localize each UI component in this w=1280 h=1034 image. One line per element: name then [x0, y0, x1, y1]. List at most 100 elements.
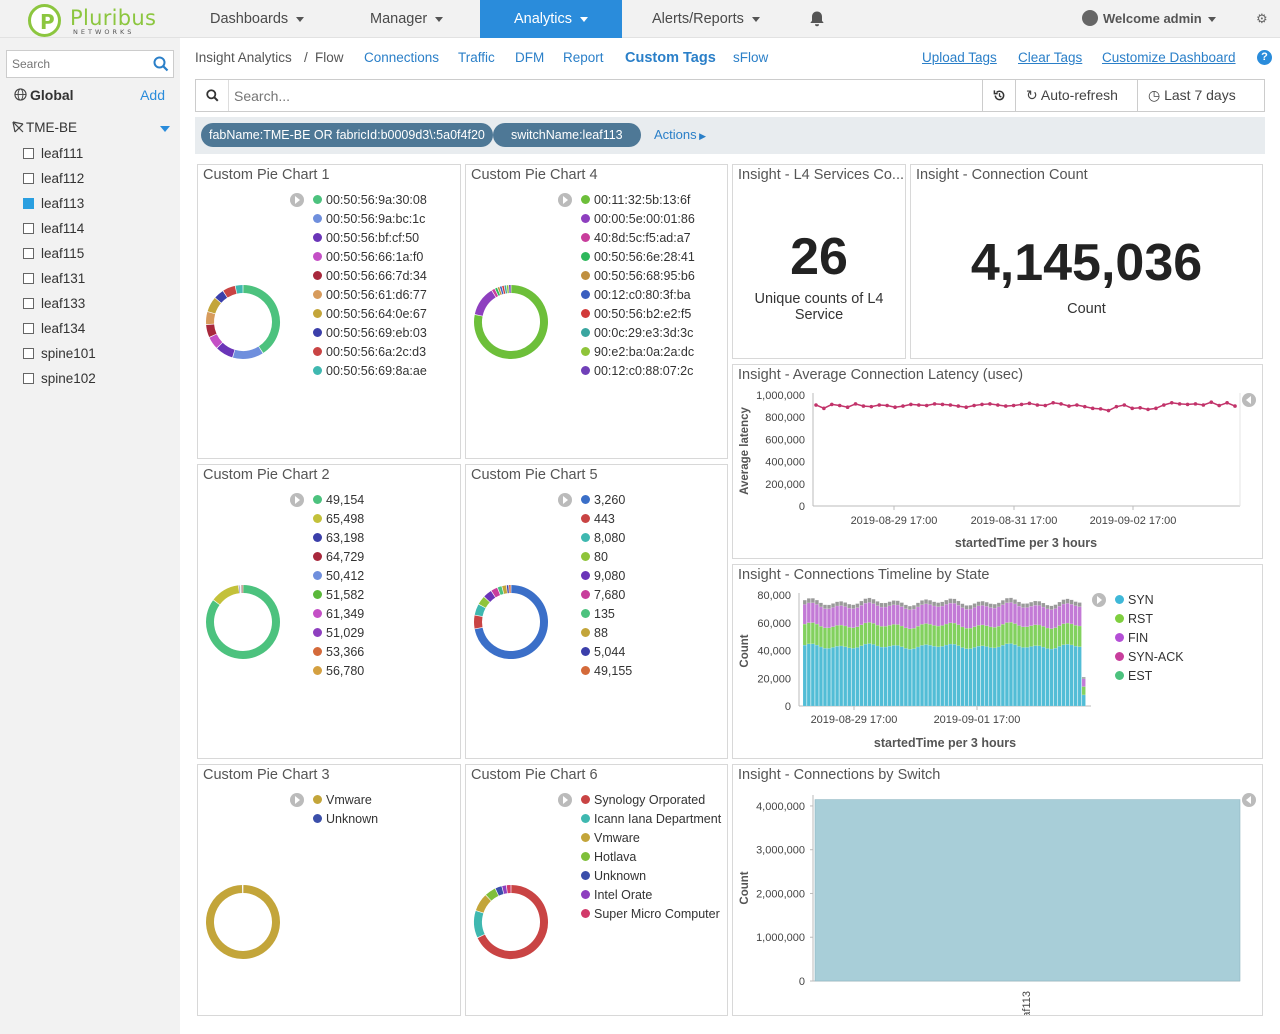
legend-item[interactable]: 00:12:c0:80:3f:ba — [581, 285, 695, 304]
legend-item[interactable]: 3,260 — [581, 490, 632, 509]
global-scope[interactable]: Global Add — [14, 87, 170, 103]
customize-dashboard-link[interactable]: Customize Dashboard — [1102, 50, 1236, 65]
switch-checkbox[interactable] — [23, 348, 34, 359]
legend-item[interactable]: EST — [1115, 666, 1184, 685]
switch-item-spine102[interactable]: spine102 — [23, 366, 96, 391]
legend-item[interactable]: 49,155 — [581, 661, 632, 680]
pie-slice[interactable] — [497, 586, 504, 595]
switch-item-spine101[interactable]: spine101 — [23, 341, 96, 366]
switch-checkbox[interactable] — [23, 148, 34, 159]
pie-slice[interactable] — [474, 585, 548, 659]
legend-item[interactable]: SYN-ACK — [1115, 647, 1184, 666]
legend-item[interactable]: 63,198 — [313, 528, 364, 547]
switch-checkbox[interactable] — [23, 373, 34, 384]
pie-slice[interactable] — [232, 346, 263, 359]
legend-item[interactable]: SYN — [1115, 590, 1184, 609]
pie-slice[interactable] — [206, 885, 280, 959]
tab-report[interactable]: Report — [563, 50, 604, 65]
pie-slice[interactable] — [485, 888, 499, 901]
pie-slice[interactable] — [495, 886, 504, 896]
settings-icon[interactable]: ⚙ — [1256, 11, 1268, 26]
legend-item[interactable]: Super Micro Computer — [581, 904, 721, 923]
legend-item[interactable]: 50,412 — [313, 566, 364, 585]
pie-slice[interactable] — [206, 324, 217, 338]
pie-slice[interactable] — [475, 895, 492, 913]
pie-slice[interactable] — [478, 596, 490, 608]
pie-slice[interactable] — [207, 298, 222, 314]
pie-slice[interactable] — [213, 585, 240, 605]
nav-analytics[interactable]: Analytics — [480, 0, 622, 38]
legend-item[interactable]: 00:50:56:b2:e2:f5 — [581, 304, 695, 323]
legend-item[interactable]: 00:50:56:6a:2c:d3 — [313, 342, 427, 361]
pie-slice[interactable] — [474, 910, 485, 938]
pluribus-logo[interactable]: P Pluribus NETWORKS — [28, 4, 156, 38]
legend-item[interactable]: Hotlava — [581, 847, 721, 866]
pie-slice[interactable] — [243, 285, 280, 353]
bell-icon[interactable] — [808, 10, 826, 28]
legend-item[interactable]: 00:50:56:bf:cf:50 — [313, 228, 427, 247]
legend-item[interactable]: 00:0c:29:e3:3d:3c — [581, 323, 695, 342]
legend-toggle-icon[interactable] — [290, 193, 304, 207]
switch-checkbox[interactable] — [23, 248, 34, 259]
legend-item[interactable]: 443 — [581, 509, 632, 528]
help-icon[interactable]: ? — [1257, 50, 1272, 65]
legend-item[interactable]: 64,729 — [313, 547, 364, 566]
pie-slice[interactable] — [215, 291, 228, 303]
time-range-button[interactable]: ◷ Last 7 days — [1137, 80, 1264, 111]
legend-toggle-icon[interactable] — [1092, 593, 1106, 607]
switch-checkbox[interactable] — [23, 198, 34, 209]
legend-item[interactable]: 88 — [581, 623, 632, 642]
legend-item[interactable]: Vmware — [581, 828, 721, 847]
legend-item[interactable]: 56,780 — [313, 661, 364, 680]
legend-item[interactable]: Unknown — [581, 866, 721, 885]
switch-item-leaf114[interactable]: leaf114 — [23, 216, 96, 241]
pie-slice[interactable] — [206, 585, 280, 659]
legend-toggle-icon[interactable] — [558, 793, 572, 807]
user-menu[interactable]: Welcome admin — [1082, 0, 1216, 38]
legend-item[interactable]: 9,080 — [581, 566, 632, 585]
legend-item[interactable]: 8,080 — [581, 528, 632, 547]
switch-item-leaf115[interactable]: leaf115 — [23, 241, 96, 266]
legend-item[interactable]: 00:50:56:61:d6:77 — [313, 285, 427, 304]
legend-item[interactable]: 00:12:c0:88:07:2c — [581, 361, 695, 380]
legend-item[interactable]: 40:8d:5c:f5:ad:a7 — [581, 228, 695, 247]
switch-item-leaf134[interactable]: leaf134 — [23, 316, 96, 341]
fabric-filter-pill[interactable]: fabName:TME-BE OR fabricId:b0009d3\:5a0f… — [201, 123, 493, 147]
legend-toggle-icon[interactable] — [1242, 793, 1256, 807]
pie-slice[interactable] — [495, 287, 501, 296]
switch-checkbox[interactable] — [23, 273, 34, 284]
switch-item-leaf131[interactable]: leaf131 — [23, 266, 96, 291]
legend-item[interactable]: 5,044 — [581, 642, 632, 661]
legend-toggle-icon[interactable] — [558, 493, 572, 507]
switch-item-leaf113[interactable]: leaf113 — [23, 191, 96, 216]
tab-custom-tags[interactable]: Custom Tags — [625, 50, 716, 66]
pie-slice[interactable] — [223, 285, 237, 298]
tab-dfm[interactable]: DFM — [515, 50, 545, 65]
legend-item[interactable]: 00:50:56:69:eb:03 — [313, 323, 427, 342]
breadcrumb-root[interactable]: Insight Analytics — [195, 50, 292, 65]
legend-item[interactable]: 135 — [581, 604, 632, 623]
pie-slice[interactable] — [474, 285, 548, 359]
legend-item[interactable]: 00:50:56:64:0e:67 — [313, 304, 427, 323]
pie-slice[interactable] — [491, 587, 501, 598]
legend-item[interactable]: RST — [1115, 609, 1184, 628]
reset-query-button[interactable] — [982, 80, 1013, 111]
legend-toggle-icon[interactable] — [1242, 393, 1256, 407]
legend-item[interactable]: 00:50:56:9a:bc:1c — [313, 209, 427, 228]
pie-slice[interactable] — [206, 311, 216, 325]
legend-item[interactable]: 49,154 — [313, 490, 364, 509]
pie-slice[interactable] — [477, 885, 548, 959]
switch-checkbox[interactable] — [23, 298, 34, 309]
switch-item-leaf112[interactable]: leaf112 — [23, 166, 96, 191]
query-input[interactable] — [228, 80, 978, 111]
legend-item[interactable]: 51,029 — [313, 623, 364, 642]
legend-item[interactable]: 00:50:56:68:95:b6 — [581, 266, 695, 285]
legend-item[interactable]: 00:50:56:69:8a:ae — [313, 361, 427, 380]
pie-slice[interactable] — [492, 288, 499, 298]
legend-item[interactable]: 80 — [581, 547, 632, 566]
pie-slice[interactable] — [502, 585, 508, 594]
legend-item[interactable]: 00:50:56:9a:30:08 — [313, 190, 427, 209]
search-icon[interactable] — [153, 56, 169, 72]
tab-traffic[interactable]: Traffic — [458, 50, 495, 65]
pie-slice[interactable] — [484, 590, 496, 603]
